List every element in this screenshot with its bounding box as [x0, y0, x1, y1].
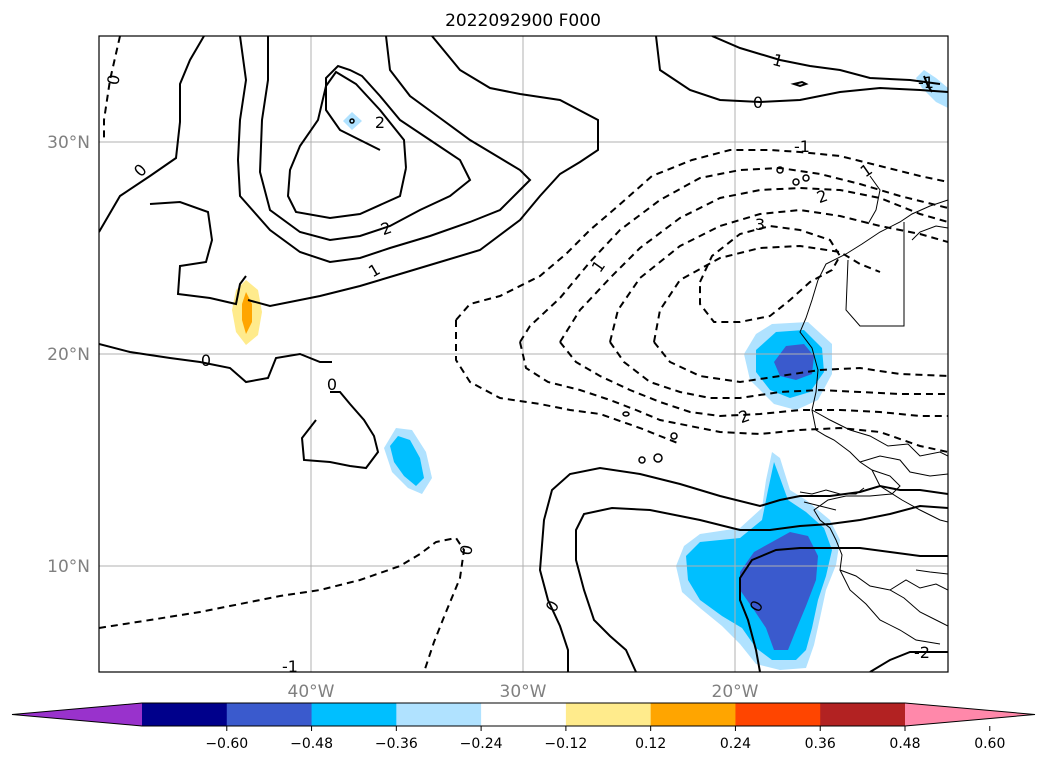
colorbar-outline: [11, 702, 1036, 727]
contour-label: 1: [588, 257, 609, 276]
colorbar-tick-label: 0.60: [974, 736, 1005, 752]
contour-label: 0: [456, 543, 476, 556]
contour-label: 0: [103, 73, 123, 86]
contour-label: 1: [857, 160, 876, 181]
contour-label: 0: [327, 375, 337, 394]
colorbar-segment: [735, 703, 821, 726]
lat-label-30n: 30°N: [47, 133, 90, 153]
contour-label: 2: [375, 113, 385, 132]
colorbar-extend-max: [905, 703, 1035, 726]
negative-anomaly-coast-dark: [774, 344, 814, 380]
longitude-labels: 40°W 30°W 20°W: [288, 682, 759, 702]
contour-label: 3: [755, 215, 765, 234]
colorbar-tick-label: −0.12: [544, 736, 587, 752]
contour-label: -2: [914, 643, 930, 662]
dashed-small-loops: [349, 118, 810, 464]
latitude-labels: 30°N 20°N 10°N: [47, 133, 90, 577]
colorbar-segment: [650, 703, 736, 726]
contour-label: -1: [794, 137, 810, 156]
negative-anomaly-small-1: [343, 112, 362, 130]
contour-label: 2: [378, 218, 394, 239]
colorbar-segment: [396, 703, 482, 726]
positive-anomaly-orange: [242, 292, 252, 334]
negative-anomaly-mid: [390, 436, 424, 486]
lon-label-30w: 30°W: [500, 682, 547, 702]
contour-label: 0: [201, 351, 211, 370]
contour-label: -1: [282, 657, 298, 676]
colorbar-segment: [565, 703, 652, 726]
contour-label: 2: [736, 406, 752, 427]
colorbar-tick-label: 0.12: [635, 736, 666, 752]
lat-label-10n: 10°N: [47, 557, 90, 577]
solid-contours: [99, 36, 948, 672]
colorbar-tick-label: −0.36: [375, 736, 418, 752]
colorbar-segment: [820, 703, 906, 726]
colorbar-segment: [226, 703, 313, 726]
map-frame: [98, 35, 949, 673]
colorbar-tick-label: 0.36: [805, 736, 836, 752]
map-title: 2022092900 F000: [445, 11, 601, 31]
colorbar-tick-label: 0.24: [720, 736, 751, 752]
colorbar-segment: [311, 703, 397, 726]
contour-label: 1: [365, 260, 383, 282]
negative-anomaly-small-2: [916, 70, 948, 108]
contour-label: 0: [753, 93, 763, 112]
colorbar-tick-label: 0.48: [889, 736, 920, 752]
lon-label-20w: 20°W: [712, 682, 759, 702]
lat-label-20n: 20°N: [47, 345, 90, 365]
dashed-contours: [99, 36, 948, 672]
negative-anomaly-south-dark: [740, 532, 818, 650]
map-area: 0 0 2 2 1 0 0 0 -1 1 0 0 1 -1 1 2 3 2 -1…: [99, 36, 948, 676]
colorbar-extend-min: [12, 703, 142, 726]
colorbar-tick-label: −0.48: [290, 736, 333, 752]
contour-label: 0: [542, 597, 564, 615]
colorbar: −0.60 −0.48 −0.36 −0.24 −0.12 0.12 0.24 0.36 0.4…: [11, 702, 1036, 752]
shaded-anomaly-fields: [232, 70, 948, 670]
colorbar-tick-label: −0.60: [205, 736, 248, 752]
colorbar-tick-label: −0.24: [460, 736, 503, 752]
contour-label: 1: [770, 50, 785, 71]
colorbar-segment: [142, 703, 228, 726]
colorbar-segment: [481, 703, 567, 726]
contour-label: -1: [918, 73, 934, 92]
lon-label-40w: 40°W: [288, 682, 335, 702]
